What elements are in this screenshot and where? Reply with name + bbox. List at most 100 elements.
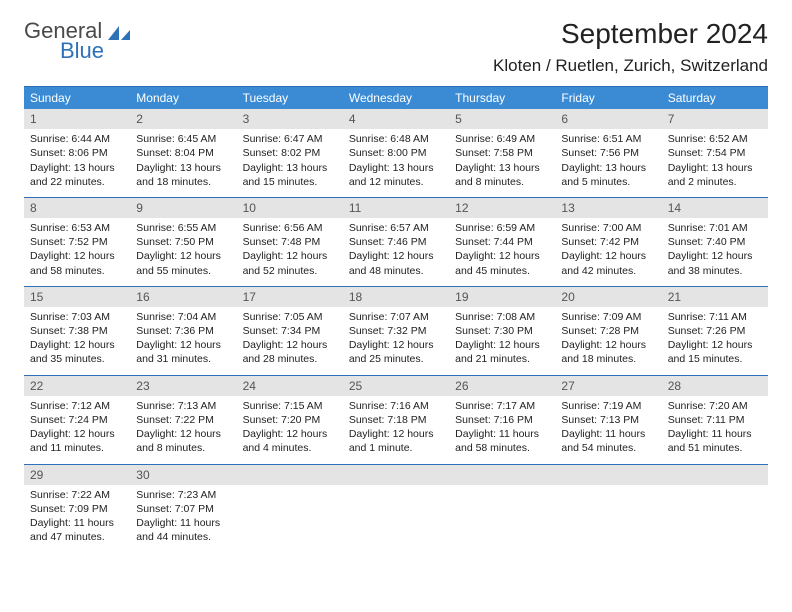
day-number: 22 xyxy=(24,376,130,396)
sunrise-text: Sunrise: 7:17 AM xyxy=(455,399,549,413)
day-number: 2 xyxy=(130,109,236,129)
sunset-text: Sunset: 7:54 PM xyxy=(668,146,762,160)
day-cell: 11Sunrise: 6:57 AMSunset: 7:46 PMDayligh… xyxy=(343,198,449,286)
daylight-text: Daylight: 13 hours xyxy=(243,161,337,175)
day-cell: 15Sunrise: 7:03 AMSunset: 7:38 PMDayligh… xyxy=(24,287,130,375)
daylight-text: Daylight: 13 hours xyxy=(455,161,549,175)
sunrise-text: Sunrise: 6:47 AM xyxy=(243,132,337,146)
empty-cell xyxy=(449,465,555,553)
header: General Blue September 2024 Kloten / Rue… xyxy=(24,18,768,84)
month-title: September 2024 xyxy=(493,18,768,50)
sunrise-text: Sunrise: 6:51 AM xyxy=(561,132,655,146)
day-body: Sunrise: 7:08 AMSunset: 7:30 PMDaylight:… xyxy=(449,307,555,375)
day-body: Sunrise: 6:47 AMSunset: 8:02 PMDaylight:… xyxy=(237,129,343,197)
day-number: 7 xyxy=(662,109,768,129)
day-number: 25 xyxy=(343,376,449,396)
daylight-text: Daylight: 12 hours xyxy=(30,427,124,441)
day-header: Wednesday xyxy=(343,87,449,109)
daylight-text: and 4 minutes. xyxy=(243,441,337,455)
day-number: 23 xyxy=(130,376,236,396)
sunrise-text: Sunrise: 7:13 AM xyxy=(136,399,230,413)
sunrise-text: Sunrise: 7:01 AM xyxy=(668,221,762,235)
sunrise-text: Sunrise: 7:00 AM xyxy=(561,221,655,235)
empty-cell xyxy=(555,465,661,553)
sunrise-text: Sunrise: 7:04 AM xyxy=(136,310,230,324)
sunset-text: Sunset: 7:38 PM xyxy=(30,324,124,338)
sunset-text: Sunset: 7:09 PM xyxy=(30,502,124,516)
sunset-text: Sunset: 7:36 PM xyxy=(136,324,230,338)
day-cell: 4Sunrise: 6:48 AMSunset: 8:00 PMDaylight… xyxy=(343,109,449,197)
logo-text-blue: Blue xyxy=(60,38,104,64)
daylight-text: Daylight: 12 hours xyxy=(349,249,443,263)
day-cell: 23Sunrise: 7:13 AMSunset: 7:22 PMDayligh… xyxy=(130,376,236,464)
day-cell: 16Sunrise: 7:04 AMSunset: 7:36 PMDayligh… xyxy=(130,287,236,375)
daylight-text: Daylight: 12 hours xyxy=(243,427,337,441)
sunset-text: Sunset: 7:22 PM xyxy=(136,413,230,427)
daylight-text: and 8 minutes. xyxy=(455,175,549,189)
day-cell: 24Sunrise: 7:15 AMSunset: 7:20 PMDayligh… xyxy=(237,376,343,464)
day-number: 19 xyxy=(449,287,555,307)
sunrise-text: Sunrise: 6:53 AM xyxy=(30,221,124,235)
daylight-text: Daylight: 12 hours xyxy=(561,338,655,352)
daylight-text: and 11 minutes. xyxy=(30,441,124,455)
sunset-text: Sunset: 7:20 PM xyxy=(243,413,337,427)
sunrise-text: Sunrise: 6:55 AM xyxy=(136,221,230,235)
day-body: Sunrise: 6:57 AMSunset: 7:46 PMDaylight:… xyxy=(343,218,449,286)
sunrise-text: Sunrise: 6:57 AM xyxy=(349,221,443,235)
sunset-text: Sunset: 7:40 PM xyxy=(668,235,762,249)
day-number: 10 xyxy=(237,198,343,218)
day-cell: 1Sunrise: 6:44 AMSunset: 8:06 PMDaylight… xyxy=(24,109,130,197)
sunset-text: Sunset: 8:06 PM xyxy=(30,146,124,160)
day-body: Sunrise: 7:11 AMSunset: 7:26 PMDaylight:… xyxy=(662,307,768,375)
day-number: 9 xyxy=(130,198,236,218)
daylight-text: Daylight: 13 hours xyxy=(136,161,230,175)
title-block: September 2024 Kloten / Ruetlen, Zurich,… xyxy=(493,18,768,84)
daylight-text: and 54 minutes. xyxy=(561,441,655,455)
sunset-text: Sunset: 7:28 PM xyxy=(561,324,655,338)
sunset-text: Sunset: 7:56 PM xyxy=(561,146,655,160)
daylight-text: and 38 minutes. xyxy=(668,264,762,278)
sunrise-text: Sunrise: 7:03 AM xyxy=(30,310,124,324)
sunrise-text: Sunrise: 7:05 AM xyxy=(243,310,337,324)
day-number xyxy=(662,465,768,485)
day-header: Monday xyxy=(130,87,236,109)
day-body: Sunrise: 6:51 AMSunset: 7:56 PMDaylight:… xyxy=(555,129,661,197)
daylight-text: and 22 minutes. xyxy=(30,175,124,189)
sunrise-text: Sunrise: 7:12 AM xyxy=(30,399,124,413)
sunset-text: Sunset: 8:04 PM xyxy=(136,146,230,160)
daylight-text: and 2 minutes. xyxy=(668,175,762,189)
day-cell: 21Sunrise: 7:11 AMSunset: 7:26 PMDayligh… xyxy=(662,287,768,375)
day-cell: 29Sunrise: 7:22 AMSunset: 7:09 PMDayligh… xyxy=(24,465,130,553)
day-cell: 22Sunrise: 7:12 AMSunset: 7:24 PMDayligh… xyxy=(24,376,130,464)
daylight-text: and 15 minutes. xyxy=(668,352,762,366)
day-cell: 20Sunrise: 7:09 AMSunset: 7:28 PMDayligh… xyxy=(555,287,661,375)
day-number xyxy=(237,465,343,485)
daylight-text: and 42 minutes. xyxy=(561,264,655,278)
day-cell: 12Sunrise: 6:59 AMSunset: 7:44 PMDayligh… xyxy=(449,198,555,286)
daylight-text: Daylight: 12 hours xyxy=(136,249,230,263)
sunset-text: Sunset: 8:00 PM xyxy=(349,146,443,160)
daylight-text: and 15 minutes. xyxy=(243,175,337,189)
sunset-text: Sunset: 7:07 PM xyxy=(136,502,230,516)
day-body: Sunrise: 7:00 AMSunset: 7:42 PMDaylight:… xyxy=(555,218,661,286)
daylight-text: and 18 minutes. xyxy=(561,352,655,366)
day-body: Sunrise: 7:09 AMSunset: 7:28 PMDaylight:… xyxy=(555,307,661,375)
daylight-text: and 25 minutes. xyxy=(349,352,443,366)
day-number: 12 xyxy=(449,198,555,218)
daylight-text: Daylight: 12 hours xyxy=(243,249,337,263)
sunset-text: Sunset: 7:46 PM xyxy=(349,235,443,249)
day-number: 29 xyxy=(24,465,130,485)
daylight-text: and 44 minutes. xyxy=(136,530,230,544)
daylight-text: and 8 minutes. xyxy=(136,441,230,455)
day-number: 24 xyxy=(237,376,343,396)
day-body: Sunrise: 7:23 AMSunset: 7:07 PMDaylight:… xyxy=(130,485,236,553)
logo-text-block: General Blue xyxy=(24,18,104,64)
day-number: 1 xyxy=(24,109,130,129)
sunset-text: Sunset: 7:50 PM xyxy=(136,235,230,249)
day-cell: 26Sunrise: 7:17 AMSunset: 7:16 PMDayligh… xyxy=(449,376,555,464)
day-body: Sunrise: 7:13 AMSunset: 7:22 PMDaylight:… xyxy=(130,396,236,464)
day-header: Sunday xyxy=(24,87,130,109)
day-number: 16 xyxy=(130,287,236,307)
sunset-text: Sunset: 7:44 PM xyxy=(455,235,549,249)
day-number: 6 xyxy=(555,109,661,129)
